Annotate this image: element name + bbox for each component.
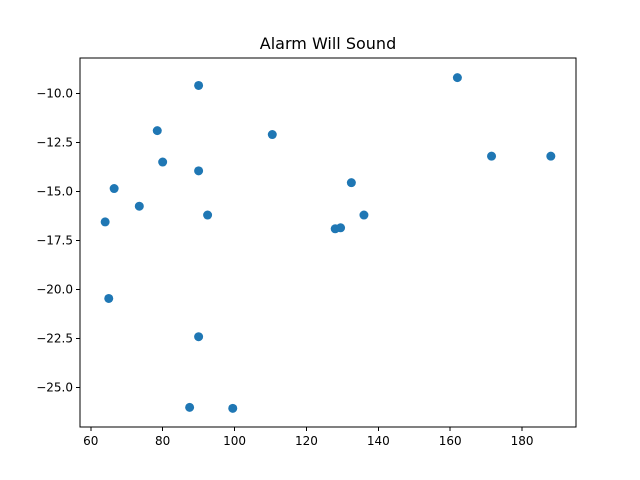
scatter-point [100,217,110,227]
scatter-point [203,210,213,220]
scatter-point [104,293,114,303]
scatter-point [194,332,204,342]
x-tick-label: 100 [223,434,246,448]
scatter-point [194,80,204,90]
x-tick-label: 140 [367,434,390,448]
scatter-point [158,157,168,167]
scatter-point [452,73,462,83]
x-tick-label: 120 [295,434,318,448]
chart-title: Alarm Will Sound [260,34,396,53]
scatter-point [546,151,556,161]
y-tick-label: −10.0 [36,86,73,100]
scatter-point [336,223,346,233]
scatter-point [267,130,277,140]
y-tick-label: −12.5 [36,135,73,149]
scatter-point [359,210,369,220]
scatter-point [487,151,497,161]
y-tick-label: −25.0 [36,381,73,395]
scatter-point [134,201,144,211]
points-layer [100,73,556,413]
scatter-point [109,184,119,194]
x-tick-label: 80 [155,434,170,448]
y-tick-label: −17.5 [36,234,73,248]
x-tick-label: 60 [83,434,98,448]
y-tick-label: −20.0 [36,283,73,297]
scatter-point [152,126,162,136]
scatter-point [194,166,204,176]
y-tick-label: −15.0 [36,184,73,198]
x-tick-label: 180 [511,434,534,448]
plot-frame [79,57,577,428]
y-tick-label: −22.5 [36,332,73,346]
x-tick-label: 160 [439,434,462,448]
scatter-point [346,178,356,188]
ticks-layer: 60 80 100 120 140 160 180 −10.0 −12.5 −15.0 −17.5 −… [36,86,533,448]
scatter-point [228,403,238,413]
scatter-point [185,402,195,412]
